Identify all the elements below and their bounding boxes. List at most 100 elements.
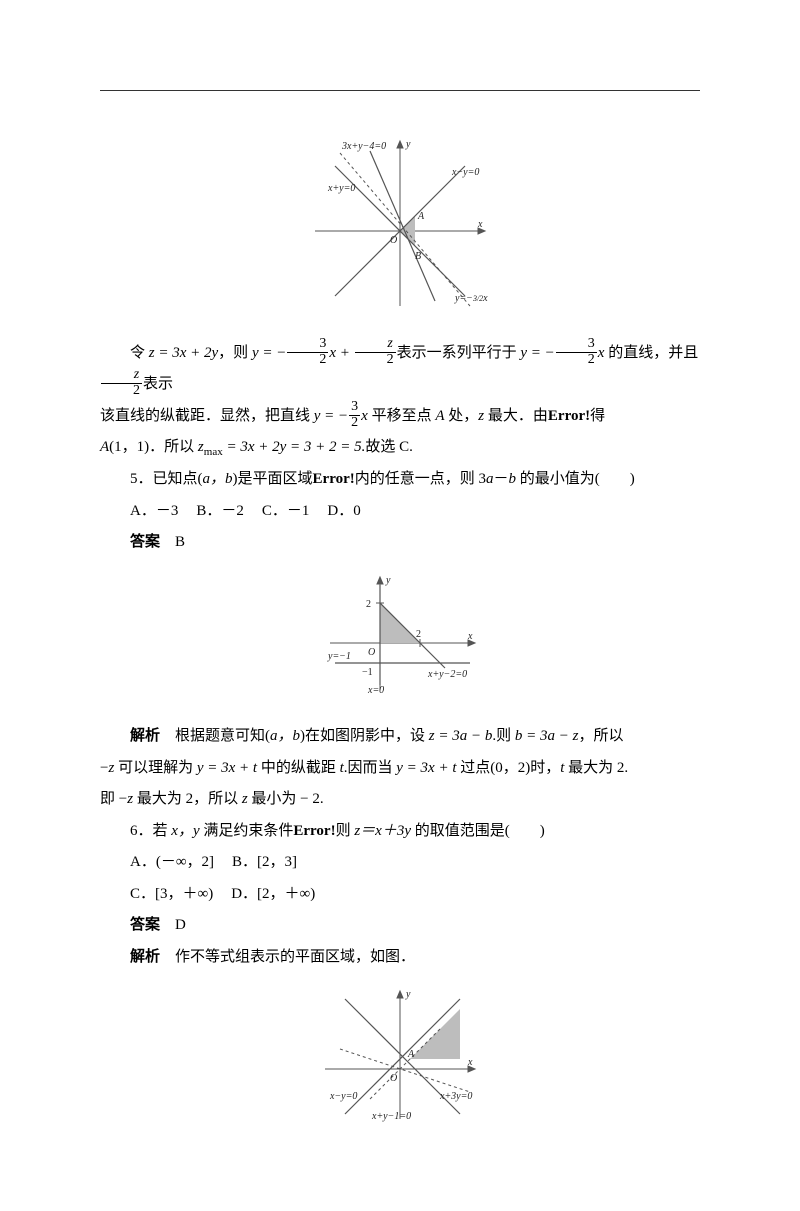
fig2-y: y: [385, 575, 391, 586]
t: 的取值范围是( ): [411, 823, 545, 839]
opt-d: D．[2，＋∞): [231, 886, 315, 902]
fig1-x: x: [477, 219, 483, 230]
figure-2: y x O 2 2 −1 y=−1 x+y−2=0 x=0: [100, 565, 700, 708]
t: 即 −: [100, 791, 127, 807]
error-text: Error!: [293, 823, 335, 839]
q6-sol: 解析 作不等式组表示的平面区域，如图．: [100, 942, 700, 974]
t: z = 3a − b: [429, 728, 493, 744]
n: 3: [349, 400, 360, 416]
t: 的最小值为( ): [516, 471, 635, 487]
t: 作不等式组表示的平面区域，如图．: [175, 949, 415, 965]
figure-2-svg: y x O 2 2 −1 y=−1 x+y−2=0 x=0: [310, 565, 490, 695]
d: 2: [101, 384, 142, 399]
t: y = 3x + t: [197, 760, 257, 776]
fig3-y: y: [405, 989, 411, 1000]
t: 表示一系列平行于: [397, 345, 521, 361]
t: A: [435, 408, 444, 424]
top-rule: [100, 90, 700, 91]
fig1-eq1: 3x+y−4=0: [341, 141, 386, 152]
q5-sol-line1: 解析 根据题意可知(a，b)在如图阴影中，设 z = 3a − b.则 b = …: [100, 721, 700, 753]
fig3-eq2: x+3y=0: [439, 1091, 472, 1102]
opt-c: C．－1: [262, 503, 310, 519]
fig2-eq2: x+y−2=0: [427, 669, 467, 680]
t: )在如图阴影中，设: [300, 728, 429, 744]
t: 令: [130, 345, 149, 361]
n: 3: [556, 337, 597, 353]
fig3-A: A: [407, 1049, 415, 1060]
fig3-O: O: [390, 1073, 397, 1084]
fig1-eq4: y=−3/2x: [454, 293, 488, 304]
n: z: [355, 337, 396, 353]
q6-options-cd: C．[3，＋∞) D．[2，＋∞): [100, 879, 700, 911]
sol-label: 解析: [130, 728, 160, 744]
d: 2: [556, 353, 597, 368]
t: x，y: [171, 823, 199, 839]
d: 2: [287, 353, 328, 368]
sol4-line2: 该直线的纵截距．显然，把直线 y = −32x 平移至点 A 处，z 最大．由E…: [100, 401, 700, 433]
t: b: [509, 471, 517, 487]
answer-value: B: [175, 534, 185, 550]
figure-3-svg: y x O A x−y=0 x+3y=0 x+y−1=0: [310, 979, 490, 1124]
fig3-x: x: [467, 1057, 473, 1068]
fig2-eq3: x=0: [367, 685, 384, 695]
frac: z2: [355, 337, 396, 367]
t: 6．: [130, 823, 153, 839]
t: 最大为 2，所以: [133, 791, 242, 807]
t: ，则: [218, 345, 252, 361]
answer-label: 答案: [130, 917, 160, 933]
opt-c: C．[3，＋∞): [130, 886, 213, 902]
t: 故选 C.: [365, 439, 413, 455]
t: 中的纵截距: [257, 760, 340, 776]
n: 3: [287, 337, 328, 353]
t: 最大．由: [484, 408, 548, 424]
frac: 32: [556, 337, 597, 367]
fig3-eq1: x−y=0: [329, 1091, 357, 1102]
t: z＝x＋3y: [354, 823, 411, 839]
answer-label: 答案: [130, 534, 160, 550]
frac: 32: [287, 337, 328, 367]
d: 2: [355, 353, 396, 368]
t: y = −: [252, 345, 286, 361]
error-text: Error!: [313, 471, 355, 487]
opt-b: B．[2，3]: [232, 854, 297, 870]
t: a，b: [270, 728, 300, 744]
fig2-2x: 2: [416, 629, 421, 640]
t: .则: [492, 728, 515, 744]
t: 最小为 − 2.: [248, 791, 324, 807]
t: y = 3x + t: [396, 760, 456, 776]
q5-sol-line2: −z 可以理解为 y = 3x + t 中的纵截距 t.因而当 y = 3x +…: [100, 753, 700, 785]
opt-b: B．－2: [196, 503, 244, 519]
t: 已知点(: [153, 471, 203, 487]
t: (1，1)．所以: [109, 439, 198, 455]
sol4-line3: A(1，1)．所以 zmax = 3x + 2y = 3 + 2 = 5.故选 …: [100, 432, 700, 464]
t: 则: [336, 823, 355, 839]
fig1-O: O: [390, 235, 397, 246]
q5-stem: 5．已知点(a，b)是平面区域Error!内的任意一点，则 3a－b 的最小值为…: [100, 464, 700, 496]
t: a，b: [203, 471, 233, 487]
t: x +: [329, 345, 353, 361]
t: 可以理解为: [114, 760, 197, 776]
t: 平移至点: [368, 408, 436, 424]
t: y = −: [520, 345, 554, 361]
q6-answer: 答案 D: [100, 910, 700, 942]
sol-label: 解析: [130, 949, 160, 965]
fig1-y: y: [405, 139, 411, 150]
t: －: [494, 471, 509, 487]
t: y = −: [314, 408, 348, 424]
figure-1-svg: 3x+y−4=0 x−y=0 x+y=0 y=−3/2x A B O x y: [300, 131, 500, 311]
fig1-eq2: x−y=0: [451, 167, 479, 178]
fig2-eq1: y=−1: [327, 651, 351, 662]
t: 过点(0，2)时，: [457, 760, 561, 776]
t: 的直线，并且: [604, 345, 698, 361]
opt-a: A．(－∞，2]: [130, 854, 214, 870]
fig3-eq3: x+y−1=0: [371, 1111, 411, 1122]
t: A: [100, 439, 109, 455]
sol4-line1: 令 z = 3x + 2y，则 y = −32x + z2表示一系列平行于 y …: [100, 338, 700, 401]
fig2-x: x: [467, 631, 473, 642]
figure-1: 3x+y−4=0 x−y=0 x+y=0 y=−3/2x A B O x y: [100, 131, 700, 324]
t: ，所以: [579, 728, 624, 744]
q5-sol-line3: 即 −z 最大为 2，所以 z 最小为 − 2.: [100, 784, 700, 816]
t: 表示: [143, 376, 173, 392]
fig2-m1: −1: [362, 667, 373, 678]
t: max: [204, 446, 223, 458]
